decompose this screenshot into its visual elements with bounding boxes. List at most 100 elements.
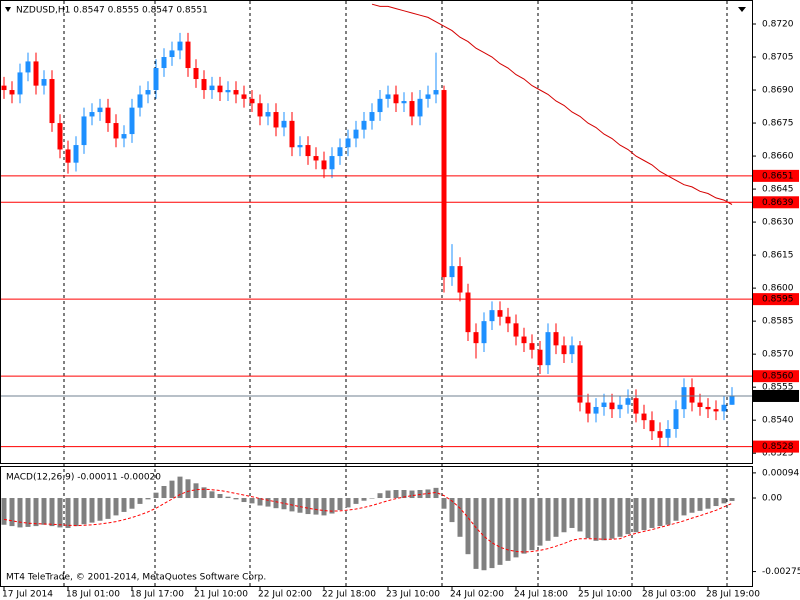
histogram-bar	[249, 498, 255, 504]
candle-body	[65, 149, 71, 163]
histogram-bar	[233, 498, 239, 500]
candle-body	[185, 41, 191, 69]
candle-body	[321, 160, 327, 170]
y-tick-label: 0.8570	[762, 350, 794, 360]
y-tick-label: 0.8645	[762, 185, 794, 195]
candle-body	[57, 123, 63, 150]
histogram-bar	[57, 498, 63, 528]
candle-body	[281, 120, 287, 128]
candle-body	[217, 85, 223, 93]
candle-body	[593, 406, 599, 414]
candle-body	[537, 349, 543, 366]
candle-body	[225, 90, 231, 93]
y-tick-label: 0.8600	[762, 284, 794, 294]
y-tick-label: 0.8690	[762, 86, 794, 96]
histogram-bar	[665, 498, 671, 525]
candle-body	[585, 402, 591, 414]
candle-body	[73, 145, 79, 163]
candle-body	[641, 413, 647, 421]
candle-body	[425, 94, 431, 99]
footer: MT4 TeleTrade, © 2001-2014, MetaQuotes S…	[6, 573, 266, 583]
y-tick-label: 0.8615	[762, 251, 794, 261]
candle-body	[17, 72, 23, 95]
candle-body	[561, 345, 567, 355]
candle-body	[393, 94, 399, 104]
histogram-bar	[153, 492, 159, 499]
candle-body	[257, 103, 263, 117]
candle-body	[417, 98, 423, 117]
candle-body	[649, 420, 655, 432]
histogram-bar	[129, 498, 135, 509]
histogram-bar	[33, 498, 39, 527]
x-tick-label: 28 Jul 03:00	[642, 590, 696, 600]
candle-body	[401, 101, 407, 104]
histogram-bar	[409, 490, 415, 499]
x-tick-label: 24 Jul 02:00	[450, 590, 504, 600]
histogram-bar	[81, 498, 87, 525]
candle-body	[473, 332, 479, 344]
candle-body	[529, 343, 535, 350]
candle-body	[497, 310, 503, 317]
candle-body	[617, 404, 623, 410]
histogram-bar	[137, 498, 143, 504]
candle-body	[673, 409, 679, 429]
histogram-bar	[713, 498, 719, 507]
histogram-bar	[25, 498, 31, 527]
candle-body	[505, 316, 511, 324]
candle-body	[553, 332, 559, 346]
candle-body	[89, 112, 95, 117]
candle-body	[545, 332, 551, 366]
histogram-bar	[657, 498, 663, 527]
histogram-bar	[201, 487, 207, 499]
histogram-bar	[593, 498, 599, 541]
candle-body	[137, 94, 143, 108]
macd-pane	[0, 466, 753, 587]
candle-body	[209, 85, 215, 91]
histogram-bar	[705, 498, 711, 509]
scroll-arrow[interactable]	[738, 7, 746, 12]
histogram-bar	[73, 498, 79, 527]
histogram-bar	[441, 498, 447, 509]
y-tick-label: 0.00094	[762, 468, 799, 478]
histogram-bar	[729, 498, 735, 501]
histogram-bar	[681, 498, 687, 516]
level-label: 0.8528	[762, 442, 794, 452]
candle-body	[625, 398, 631, 405]
histogram-bar	[673, 498, 679, 521]
histogram-bar	[97, 498, 103, 521]
candle-body	[681, 387, 687, 410]
candle-body	[97, 107, 103, 113]
x-tick-label: 23 Jul 10:00	[386, 590, 440, 600]
candle-body	[689, 387, 695, 403]
menu-arrow[interactable]	[5, 7, 11, 12]
x-tick-label: 17 Jul 2014	[2, 590, 53, 600]
main-pane	[0, 0, 753, 464]
candle-body	[33, 61, 39, 86]
candle-body	[577, 345, 583, 403]
histogram-bar	[649, 498, 655, 528]
candle-body	[265, 112, 271, 117]
histogram-bar	[577, 498, 583, 532]
candle-body	[169, 50, 175, 58]
level-label: 0.8651	[762, 171, 794, 181]
y-tick-label: 0.8540	[762, 416, 794, 426]
histogram-bar	[65, 498, 71, 528]
candle-body	[345, 138, 351, 148]
histogram-bar	[369, 498, 375, 499]
histogram-bar	[113, 498, 119, 516]
candle-body	[377, 98, 383, 113]
candle-body	[161, 57, 167, 69]
histogram-bar	[385, 490, 391, 499]
candle-body	[297, 145, 303, 148]
histogram-bar	[393, 489, 399, 499]
histogram-bar	[337, 498, 343, 511]
candle-body	[273, 112, 279, 128]
histogram-bar	[17, 498, 23, 528]
candle-body	[697, 402, 703, 407]
candle-body	[49, 79, 55, 124]
candle-body	[713, 409, 719, 412]
histogram-bar	[345, 498, 351, 508]
histogram-bar	[353, 498, 359, 504]
